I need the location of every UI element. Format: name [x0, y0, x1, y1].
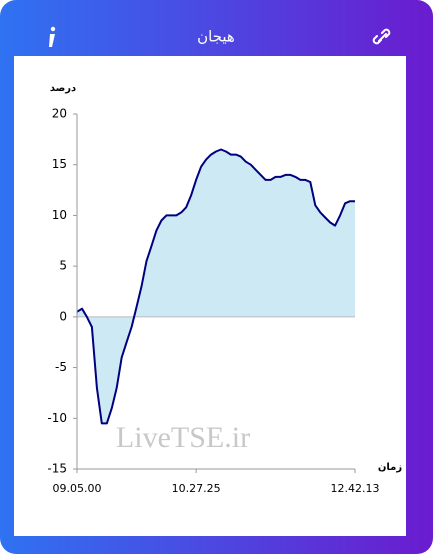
link-button[interactable]: [372, 28, 391, 45]
area-fill: [77, 149, 355, 424]
y-tick-label: 15: [52, 157, 67, 171]
y-tick-label: 5: [59, 259, 67, 273]
y-axis-label: درصد: [50, 83, 76, 94]
x-tick-label: 12.42.13: [331, 482, 380, 495]
chart: LiveTSE.ir -15 -10 -5 0 5 10 15 20 09.05.00 10.27.…: [47, 83, 402, 495]
y-tick-label: 20: [52, 107, 67, 121]
y-tick-label: -15: [47, 462, 67, 476]
info-button[interactable]: [49, 26, 56, 47]
header-title: هیجان: [197, 28, 235, 46]
y-tick-label: -5: [55, 360, 67, 374]
x-axis-label: زمان: [378, 462, 402, 473]
line: [76, 148, 355, 425]
y-tick-label: -10: [47, 411, 67, 425]
x-tick-label: 09.05.00: [53, 482, 102, 495]
y-tick-label: 0: [59, 309, 67, 323]
y-tick-label: 10: [52, 208, 67, 222]
watermark: LiveTSE.ir: [116, 421, 250, 454]
x-tick-label: 10.27.25: [172, 482, 221, 495]
